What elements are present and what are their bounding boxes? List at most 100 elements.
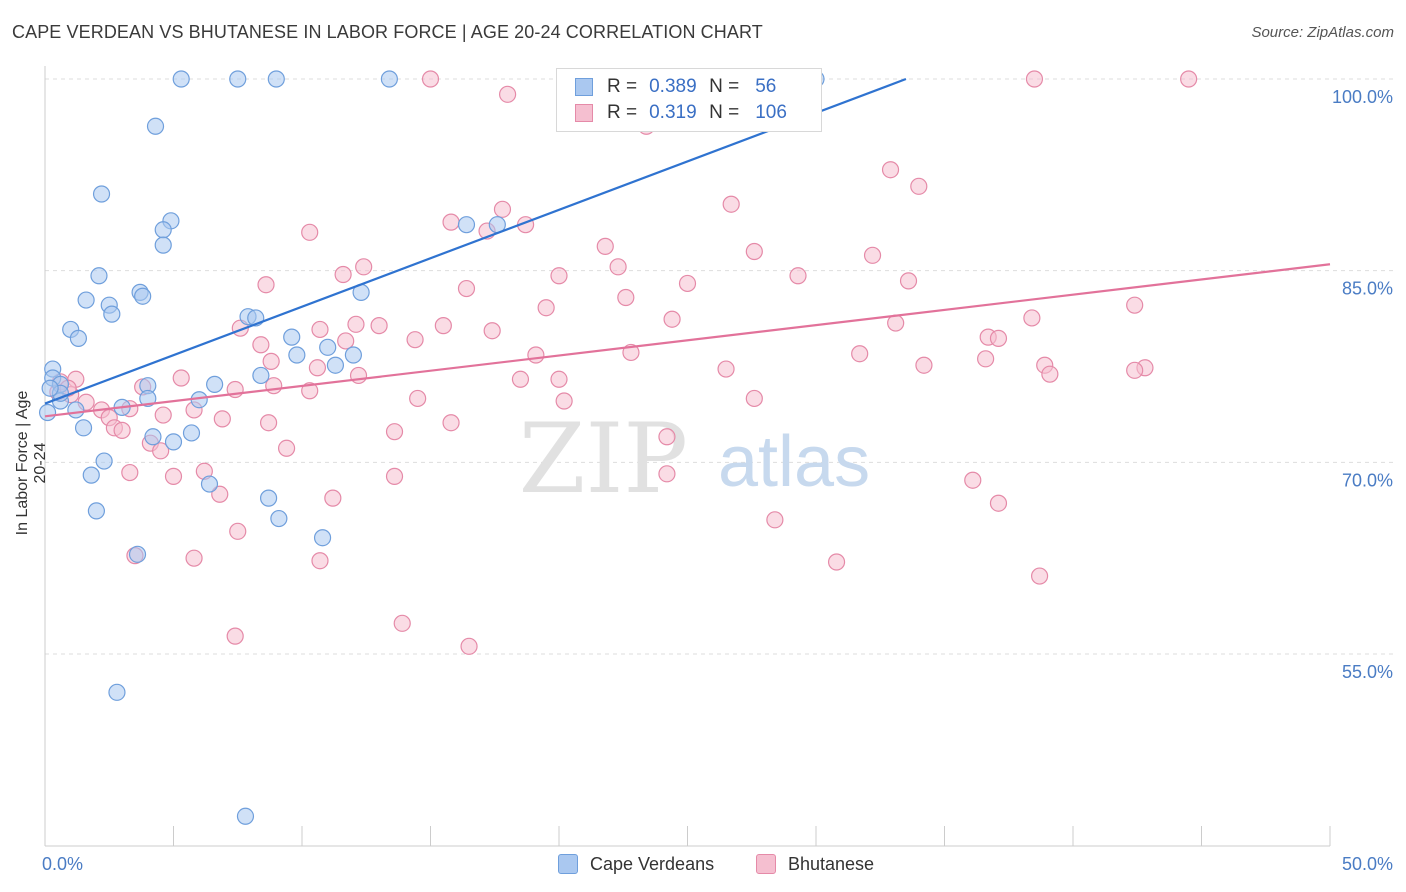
bhutanese-point (989, 494, 1008, 512)
watermark: ZIP atlas (519, 403, 870, 515)
bhutanese-point (1041, 365, 1059, 383)
legend-r-label: R = (607, 102, 638, 123)
x-tick-label: 50.0% (1342, 854, 1393, 874)
bottom-legend-bhutanese: Bhutanese (756, 852, 874, 876)
bhutanese-point (977, 350, 995, 368)
bhutanese-point (393, 614, 411, 632)
bhutanese-point (617, 288, 635, 307)
legend-n-label: N = (709, 102, 740, 123)
bhutanese-point (555, 392, 573, 410)
bhutanese-point (337, 332, 355, 350)
cape-verdean-point (103, 305, 121, 323)
cape-verdean-point (92, 185, 111, 203)
bhutanese-point (678, 274, 697, 293)
bhutanese-point (887, 314, 905, 332)
cape-verdean-point (95, 452, 113, 470)
cape-verdean-point (69, 329, 88, 347)
cape-verdean-point (134, 287, 152, 305)
bhutanese-point (717, 360, 735, 378)
bhutanese-point (262, 352, 280, 370)
bhutanese-point (229, 522, 247, 540)
cape-verdean-point (270, 509, 288, 528)
y-tick-label: 70.0% (1342, 470, 1393, 490)
bhutanese-point (1126, 296, 1144, 314)
cape-verdean-point (259, 489, 278, 507)
bhutanese-point (766, 511, 784, 529)
bhutanese-point (863, 246, 882, 264)
legend-n-value: 106 (755, 102, 787, 123)
bottom-legend-swatch-pink (756, 854, 776, 874)
bhutanese-point (406, 331, 424, 349)
bhutanese-point (609, 258, 627, 276)
cape-verdean-point (172, 70, 190, 88)
y-tick-label: 85.0% (1342, 279, 1393, 299)
bhutanese-point (370, 317, 388, 335)
legend-row-cape-verdeans: R = 0.389 N = 56 (575, 76, 776, 98)
bhutanese-point (1025, 70, 1044, 88)
bhutanese-point (1030, 567, 1049, 585)
stats-legend: R = 0.389 N = 56 R = 0.319 N = 106 (556, 68, 822, 132)
cape-verdean-point (283, 328, 301, 346)
bhutanese-point (259, 414, 278, 432)
cape-verdean-point (144, 428, 162, 446)
bhutanese-point (152, 442, 170, 460)
bhutanese-point (910, 177, 928, 195)
bhutanese-point (355, 258, 373, 276)
legend-row-bhutanese: R = 0.319 N = 106 (575, 102, 787, 124)
bhutanese-point (301, 382, 319, 400)
bhutanese-point (527, 346, 545, 364)
cape-verdean-point (128, 545, 147, 563)
bhutanese-point (663, 310, 681, 328)
cape-verdean-point (139, 389, 157, 408)
y-tick-label: 55.0% (1342, 662, 1393, 682)
bottom-legend-label: Bhutanese (788, 853, 875, 874)
bhutanese-point (257, 276, 275, 294)
cape-verdean-point (67, 401, 85, 419)
cape-verdean-point (267, 70, 285, 88)
cape-verdean-point (77, 291, 95, 309)
legend-r-value: 0.389 (649, 76, 697, 97)
bhutanese-point (899, 272, 918, 290)
bhutanese-point (550, 267, 568, 285)
bhutanese-point (185, 549, 203, 567)
cape-verdean-point (313, 529, 332, 547)
bhutanese-point (385, 423, 404, 441)
cape-verdean-point (108, 683, 126, 701)
bhutanese-point (164, 467, 183, 485)
bhutanese-trend-line (44, 263, 1331, 418)
bhutanese-point (722, 195, 740, 213)
bhutanese-point (550, 370, 568, 388)
bhutanese-point (211, 485, 229, 503)
legend-swatch-pink (575, 104, 593, 122)
cape-verdean-point (319, 338, 337, 356)
bhutanese-point (457, 279, 476, 298)
bhutanese-point (537, 299, 555, 317)
bhutanese-point (442, 414, 460, 432)
bhutanese-point (301, 223, 319, 241)
bhutanese-point (349, 366, 368, 385)
bhutanese-point (964, 471, 982, 489)
cape-verdean-point (206, 375, 224, 393)
cape-verdean-point (326, 356, 345, 374)
legend-r-label: R = (607, 76, 638, 97)
cape-verdean-point (164, 433, 183, 451)
bhutanese-point (989, 329, 1008, 347)
bhutanese-point (442, 213, 460, 231)
cape-verdean-point (288, 346, 306, 364)
bhutanese-point (658, 465, 676, 483)
bhutanese-point (499, 85, 517, 103)
bhutanese-point (113, 421, 131, 439)
cape-verdean-point (200, 475, 219, 493)
trend-lines (44, 77, 1331, 418)
bhutanese-point (347, 315, 365, 333)
bottom-legend-cape-verdeans: Cape Verdeans (558, 852, 714, 876)
bhutanese-point (308, 359, 327, 377)
cape-verdean-point (41, 379, 59, 397)
bhutanese-point (851, 345, 869, 363)
cape-verdean-point (344, 346, 362, 364)
bhutanese-point (324, 489, 342, 507)
bhutanese-point (915, 356, 933, 374)
source-credit: Source: ZipAtlas.com (1251, 24, 1394, 41)
bhutanese-point (334, 265, 352, 284)
y-tick-label: 100.0% (1332, 87, 1393, 107)
